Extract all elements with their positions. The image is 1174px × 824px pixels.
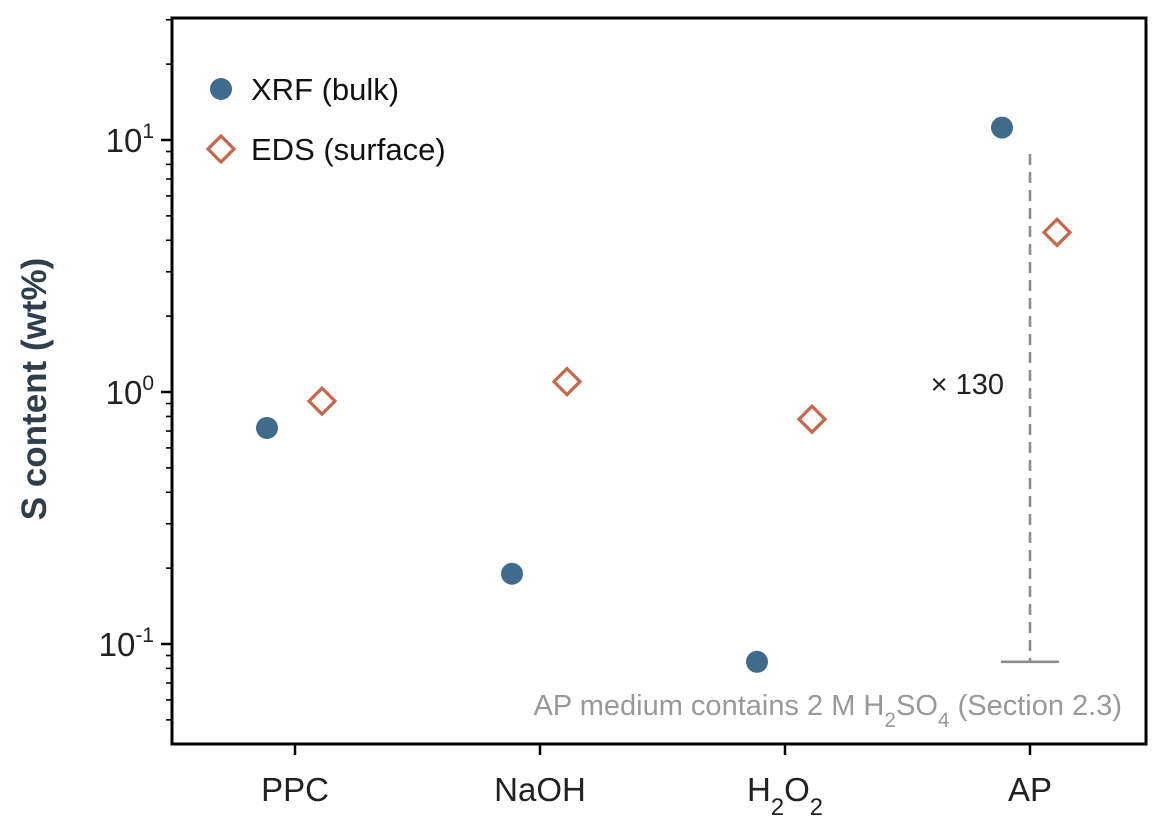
x-tick-label: PPC bbox=[261, 771, 329, 808]
eds-point bbox=[796, 403, 828, 435]
y-tick-label: 10-1 bbox=[99, 624, 154, 663]
eds-point bbox=[551, 366, 583, 397]
legend-label: EDS (surface) bbox=[251, 132, 446, 167]
x-tick-label: H2O2 bbox=[747, 771, 823, 821]
y-tick-label: 101 bbox=[106, 120, 154, 159]
legend-marker-eds bbox=[205, 133, 237, 165]
xrf-point bbox=[256, 416, 278, 439]
annotations: × 130 AP medium contains 2 M H2SO4 (Secti… bbox=[534, 153, 1122, 732]
y-tick-label: 100 bbox=[106, 372, 154, 411]
y-axis-label: S content (wt%) bbox=[15, 258, 54, 520]
legend: XRF (bulk) EDS (surface) bbox=[205, 72, 446, 167]
x-tick-label: NaOH bbox=[494, 771, 586, 808]
footnote-text: AP medium contains 2 M H2SO4 (Section 2.… bbox=[534, 690, 1122, 732]
legend-label: XRF (bulk) bbox=[251, 72, 399, 107]
data-marks bbox=[256, 116, 1073, 673]
plot-frame bbox=[170, 16, 1148, 746]
axes: 10-1 100 101 S content (wt%) PPC NaOH H2O2 AP bbox=[15, 16, 1148, 821]
ratio-label: × 130 bbox=[931, 369, 1004, 401]
legend-marker-xrf bbox=[210, 78, 232, 100]
eds-point bbox=[1041, 217, 1073, 248]
x-tick-label: AP bbox=[1008, 771, 1052, 808]
eds-point bbox=[306, 385, 338, 417]
xrf-point bbox=[746, 650, 768, 673]
xrf-point bbox=[501, 562, 523, 585]
xrf-point bbox=[991, 116, 1013, 139]
